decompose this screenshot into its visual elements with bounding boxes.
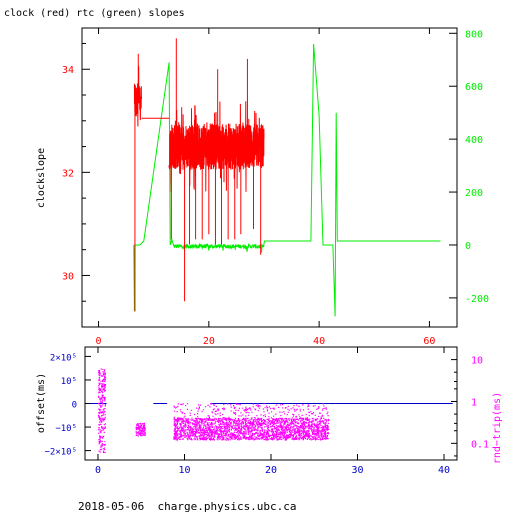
top-x-tick-label: 0 <box>96 336 102 347</box>
footer-text: 2018-05-06 charge.physics.ubc.ca <box>78 500 297 512</box>
bottom-y2-tick-label: 0.1 <box>471 439 489 450</box>
bottom-y-tick-label: −10⁵ <box>55 424 77 434</box>
clock-series <box>133 38 265 312</box>
bottom-y-tick-label: −2×10⁵ <box>44 448 77 458</box>
top-y2-tick-label: 0 <box>465 241 471 252</box>
bottom-y-tick-label: 10⁵ <box>61 377 77 387</box>
top-y2-tick-label: 800 <box>465 29 483 40</box>
top-x-tick-label: 40 <box>313 336 325 347</box>
top-y2-tick-label: -200 <box>465 294 489 305</box>
rndtrip-cluster <box>173 403 330 441</box>
bottom-y-axis-label: offset(ms) <box>36 373 47 433</box>
top-y-tick-label: 30 <box>62 271 74 282</box>
top-panel-frame <box>81 27 458 328</box>
bottom-x-tick-label: 10 <box>178 465 190 476</box>
rndtrip-cluster <box>98 368 107 454</box>
bottom-y-tick-label: 0 <box>72 401 77 411</box>
bottom-y2-tick-label: 1 <box>471 397 477 408</box>
top-x-tick-label: 60 <box>423 336 435 347</box>
top-y2-tick-label: 200 <box>465 188 483 199</box>
rndtrip-cluster <box>135 422 146 437</box>
clock-line <box>168 101 265 192</box>
bottom-x-tick-label: 20 <box>265 465 277 476</box>
top-y-axis-label: clockslope <box>36 148 47 208</box>
top-y-tick-label: 34 <box>62 65 74 76</box>
bottom-y2-tick-label: 10 <box>471 356 483 367</box>
top-y-tick-label: 32 <box>62 168 74 179</box>
top-y2-tick-label: 400 <box>465 135 483 146</box>
top-y2-tick-label: 600 <box>465 82 483 93</box>
chart-title: clock (red) rtc (green) slopes <box>4 8 185 19</box>
bottom-x-tick-label: 40 <box>438 465 450 476</box>
top-x-tick-label: 20 <box>203 336 215 347</box>
rtc-line <box>133 43 441 317</box>
bottom-y-tick-label: 2×10⁵ <box>50 353 77 363</box>
bottom-x-tick-label: 30 <box>351 465 363 476</box>
rndtrip-series <box>98 368 330 454</box>
rtc-series <box>133 43 441 317</box>
bottom-x-tick-label: 0 <box>95 465 101 476</box>
bottom-y2-axis-label: rnd−trip(ms) <box>492 392 503 464</box>
